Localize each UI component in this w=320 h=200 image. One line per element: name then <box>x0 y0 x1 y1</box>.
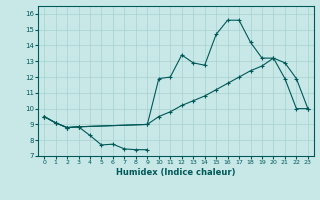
X-axis label: Humidex (Indice chaleur): Humidex (Indice chaleur) <box>116 168 236 177</box>
